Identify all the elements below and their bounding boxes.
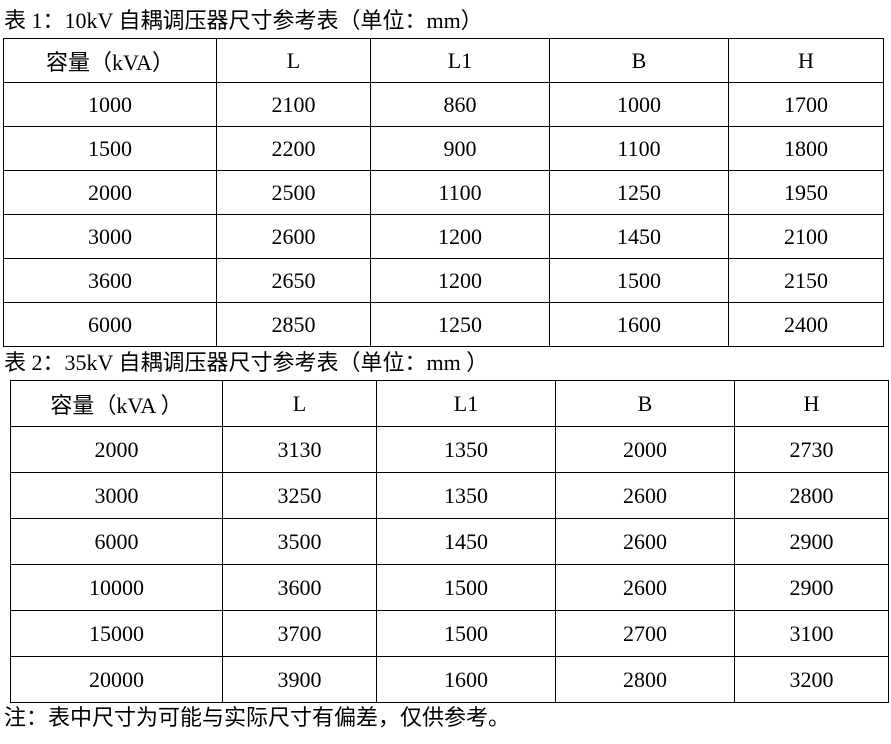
table-row: 2000 3130 1350 2000 2730 — [10, 426, 889, 473]
table-cell: 1500 — [3, 126, 217, 171]
table-cell: 2600 — [555, 518, 735, 565]
table-cell: 2200 — [216, 126, 371, 171]
table-cell: 2000 — [3, 170, 217, 215]
table-cell: 2730 — [734, 426, 889, 473]
table-row: 10000 3600 1500 2600 2900 — [10, 564, 889, 611]
table-cell: 1350 — [376, 426, 556, 473]
column-header: B — [549, 38, 729, 83]
table-cell: 3900 — [222, 656, 377, 703]
table-row: 3000 2600 1200 1450 2100 — [3, 214, 884, 259]
table-cell: 3600 — [222, 564, 377, 611]
table-cell: 2500 — [216, 170, 371, 215]
table-cell: 2900 — [734, 518, 889, 565]
table-cell: 20000 — [10, 656, 223, 703]
table-cell: 1450 — [376, 518, 556, 565]
table-row: 1500 2200 900 1100 1800 — [3, 126, 884, 171]
table-cell: 1100 — [549, 126, 729, 171]
table-row: 2000 2500 1100 1250 1950 — [3, 170, 884, 215]
table-cell: 3130 — [222, 426, 377, 473]
table-cell: 1450 — [549, 214, 729, 259]
table-cell: 2800 — [734, 472, 889, 519]
table-cell: 1200 — [370, 214, 550, 259]
table-cell: 2000 — [10, 426, 223, 473]
table-cell: 2800 — [555, 656, 735, 703]
table-cell: 1500 — [549, 258, 729, 303]
table-cell: 1000 — [3, 82, 217, 127]
column-header: L1 — [376, 380, 556, 427]
table-cell: 3500 — [222, 518, 377, 565]
table-row: 15000 3700 1500 2700 3100 — [10, 610, 889, 657]
table-cell: 1100 — [370, 170, 550, 215]
table-cell: 1250 — [370, 302, 550, 347]
table-cell: 2150 — [728, 258, 884, 303]
table-cell: 3200 — [734, 656, 889, 703]
table-cell: 2000 — [555, 426, 735, 473]
table-cell: 1000 — [549, 82, 729, 127]
table-row: 3000 3250 1350 2600 2800 — [10, 472, 889, 519]
table-row: 6000 2850 1250 1600 2400 — [3, 302, 884, 347]
table2: 容量（kVA ） L L1 B H 2000 3130 1350 2000 2730 3000 325… — [10, 380, 889, 703]
column-header: L1 — [370, 38, 550, 83]
footnote: 注：表中尺寸为可能与实际尺寸有偏差，仅供参考。 — [4, 705, 511, 730]
table-cell: 2600 — [216, 214, 371, 259]
table-cell: 2900 — [734, 564, 889, 611]
table-cell: 6000 — [3, 302, 217, 347]
table-cell: 3000 — [3, 214, 217, 259]
header-row: 容量（kVA） L L1 B H — [3, 38, 884, 83]
column-header: H — [734, 380, 889, 427]
table2-title: 表 2：35kV 自耦调压器尺寸参考表（单位：mm ） — [4, 350, 489, 375]
table-cell: 10000 — [10, 564, 223, 611]
table-cell: 2600 — [555, 564, 735, 611]
table-cell: 900 — [370, 126, 550, 171]
table-cell: 2700 — [555, 610, 735, 657]
column-header: 容量（kVA ） — [10, 380, 223, 427]
table-cell: 3000 — [10, 472, 223, 519]
table-cell: 1350 — [376, 472, 556, 519]
table-row: 20000 3900 1600 2800 3200 — [10, 656, 889, 703]
table-cell: 1200 — [370, 258, 550, 303]
column-header: L — [216, 38, 371, 83]
table-cell: 1250 — [549, 170, 729, 215]
table-cell: 2650 — [216, 258, 371, 303]
table-cell: 860 — [370, 82, 550, 127]
table-cell: 1500 — [376, 610, 556, 657]
table-cell: 3700 — [222, 610, 377, 657]
table-cell: 1800 — [728, 126, 884, 171]
table-cell: 6000 — [10, 518, 223, 565]
table-cell: 1700 — [728, 82, 884, 127]
table-row: 1000 2100 860 1000 1700 — [3, 82, 884, 127]
column-header: H — [728, 38, 884, 83]
table-cell: 2600 — [555, 472, 735, 519]
table-row: 6000 3500 1450 2600 2900 — [10, 518, 889, 565]
table-cell: 2100 — [216, 82, 371, 127]
table-cell: 3600 — [3, 258, 217, 303]
column-header: 容量（kVA） — [3, 38, 217, 83]
table-cell: 2100 — [728, 214, 884, 259]
table-cell: 3250 — [222, 472, 377, 519]
column-header: B — [555, 380, 735, 427]
table-cell: 1500 — [376, 564, 556, 611]
table1-title: 表 1：10kV 自耦调压器尺寸参考表（单位：mm） — [4, 8, 483, 33]
table-cell: 2400 — [728, 302, 884, 347]
column-header: L — [222, 380, 377, 427]
table1: 容量（kVA） L L1 B H 1000 2100 860 1000 1700 1500 2200 9… — [3, 38, 884, 347]
table-cell: 1600 — [376, 656, 556, 703]
table-cell: 1950 — [728, 170, 884, 215]
table-cell: 2850 — [216, 302, 371, 347]
header-row: 容量（kVA ） L L1 B H — [10, 380, 889, 427]
table-cell: 15000 — [10, 610, 223, 657]
table-row: 3600 2650 1200 1500 2150 — [3, 258, 884, 303]
table-cell: 1600 — [549, 302, 729, 347]
table-cell: 3100 — [734, 610, 889, 657]
